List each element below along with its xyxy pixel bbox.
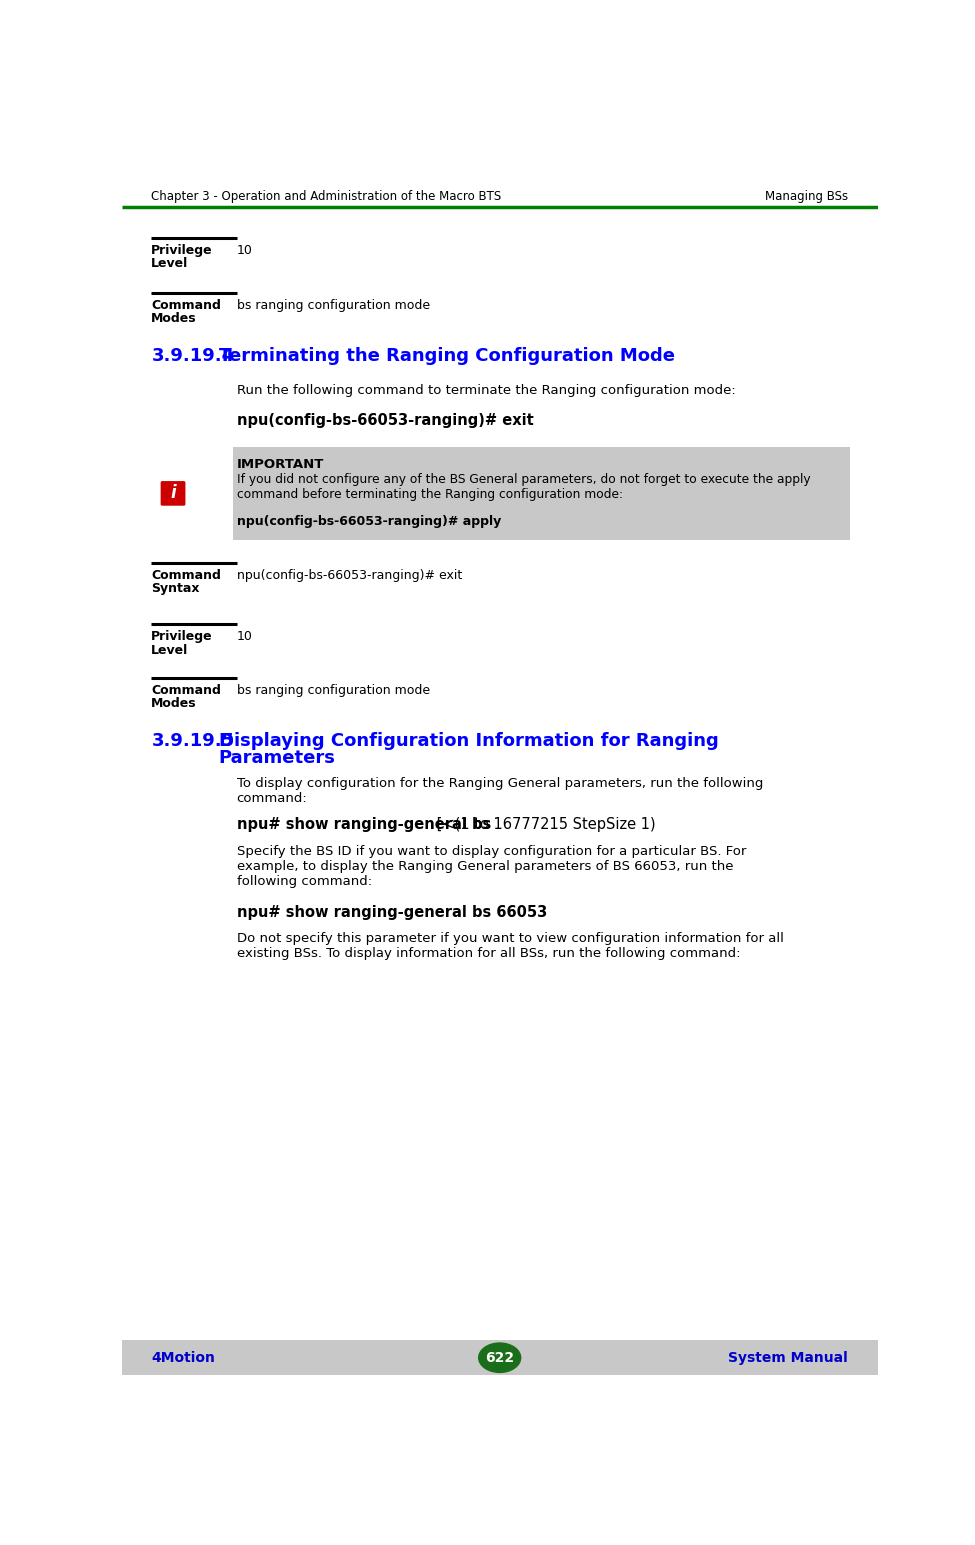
Text: Syntax: Syntax: [151, 582, 200, 595]
Text: Modes: Modes: [151, 697, 197, 711]
FancyBboxPatch shape: [161, 480, 185, 505]
Text: Run the following command to terminate the Ranging configuration mode:: Run the following command to terminate t…: [237, 385, 735, 397]
Text: Command: Command: [151, 569, 221, 582]
Text: Command: Command: [151, 684, 221, 697]
Text: 3.9.19.4: 3.9.19.4: [151, 348, 234, 365]
Text: Parameters: Parameters: [218, 749, 335, 766]
Text: Privilege: Privilege: [151, 244, 213, 256]
Text: 10: 10: [237, 630, 253, 643]
Text: npu# show ranging-general bs 66053: npu# show ranging-general bs 66053: [237, 904, 547, 919]
Text: i: i: [171, 484, 176, 502]
Text: 3.9.19.5: 3.9.19.5: [151, 732, 234, 751]
Text: npu(config-bs-66053-ranging)# apply: npu(config-bs-66053-ranging)# apply: [237, 514, 501, 528]
Text: To display configuration for the Ranging General parameters, run the following
c: To display configuration for the Ranging…: [237, 777, 763, 805]
Ellipse shape: [478, 1343, 522, 1374]
Text: 622: 622: [486, 1350, 514, 1364]
Text: npu(config-bs-66053-ranging)# exit: npu(config-bs-66053-ranging)# exit: [237, 414, 533, 428]
Text: 4Motion: 4Motion: [151, 1350, 215, 1364]
Text: Managing BSs: Managing BSs: [765, 190, 848, 202]
Text: Terminating the Ranging Configuration Mode: Terminating the Ranging Configuration Mo…: [218, 348, 675, 365]
Text: Do not specify this parameter if you want to view configuration information for : Do not specify this parameter if you wan…: [237, 932, 784, 961]
Text: Privilege: Privilege: [151, 630, 213, 643]
Text: Specify the BS ID if you want to display configuration for a particular BS. For
: Specify the BS ID if you want to display…: [237, 845, 746, 887]
Text: Displaying Configuration Information for Ranging: Displaying Configuration Information for…: [218, 732, 719, 751]
Text: 10: 10: [237, 244, 253, 256]
Text: [<(1 to 16777215 StepSize 1): [<(1 to 16777215 StepSize 1): [432, 817, 655, 831]
Bar: [233, 447, 850, 539]
Text: Chapter 3 - Operation and Administration of the Macro BTS: Chapter 3 - Operation and Administration…: [151, 190, 501, 202]
Text: bs ranging configuration mode: bs ranging configuration mode: [237, 684, 430, 697]
Text: Command: Command: [151, 300, 221, 312]
Bar: [122, 1341, 878, 1375]
Text: If you did not configure any of the BS General parameters, do not forget to exec: If you did not configure any of the BS G…: [237, 473, 810, 502]
Text: Level: Level: [151, 256, 188, 270]
Text: bs ranging configuration mode: bs ranging configuration mode: [237, 300, 430, 312]
Text: npu(config-bs-66053-ranging)# exit: npu(config-bs-66053-ranging)# exit: [237, 569, 462, 582]
Text: Modes: Modes: [151, 312, 197, 326]
Text: Level: Level: [151, 644, 188, 657]
Text: IMPORTANT: IMPORTANT: [237, 457, 324, 471]
Text: System Manual: System Manual: [728, 1350, 848, 1364]
Text: npu# show ranging-general bs: npu# show ranging-general bs: [237, 817, 490, 831]
